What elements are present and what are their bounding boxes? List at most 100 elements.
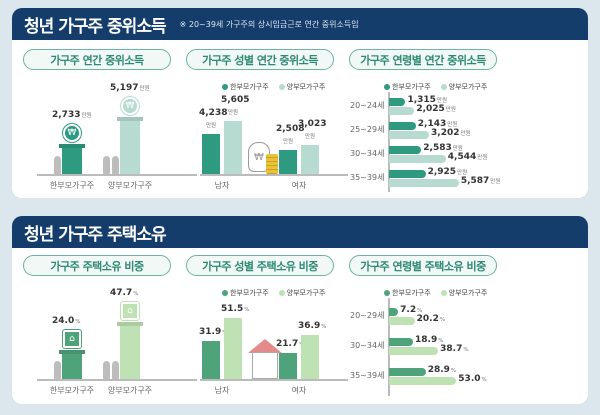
pill-age-income: 가구주 연령별 연간 중위소득: [349, 49, 497, 70]
value-label: 1,315만원: [407, 95, 447, 105]
unit-text: 만원: [452, 146, 463, 152]
value-label: 5,605: [221, 95, 250, 105]
value-text: 21.7: [276, 339, 299, 350]
person-icon: [54, 156, 61, 174]
bar-여자-two-parent: [301, 145, 319, 174]
house-icon: ⌂: [63, 330, 81, 349]
legend-dot-icon: [222, 84, 228, 90]
person-icon: [103, 156, 110, 174]
value-text: 3,202: [431, 128, 460, 138]
coin-stack-icon: [266, 154, 278, 174]
category-label: 한부모가구주: [49, 386, 95, 395]
category-label: 한부모가구주: [49, 181, 95, 190]
value-text: 28.9: [427, 365, 450, 375]
value-label: 2,733만원: [52, 110, 92, 120]
axis-line: [200, 379, 348, 381]
income-panel: 청년 가구주 중위소득 ※ 20~39세 가구주의 상시임금근로 연간 중위소득…: [12, 8, 588, 198]
legend-label: 양부모가구주: [286, 83, 326, 91]
income-header: 청년 가구주 중위소득 ※ 20~39세 가구주의 상시임금근로 연간 중위소득…: [12, 8, 588, 40]
unit-text: %: [439, 317, 446, 323]
value-text: 18.9: [415, 335, 438, 345]
hbar-two-parent: [389, 377, 457, 385]
axis-line: [388, 92, 390, 192]
age-label: 30~34세: [350, 149, 385, 158]
legend-item-single: 한부모가구주: [384, 82, 431, 92]
value-label: 2,025만원: [416, 104, 456, 114]
value-label: 38.7%: [440, 344, 468, 354]
unit-text: %: [438, 338, 444, 344]
unit-label: 만원: [206, 122, 217, 129]
unit-text: %: [481, 377, 487, 383]
hbar-single-parent: [389, 308, 399, 316]
value-label: 3,202만원: [431, 128, 471, 138]
chart-home-ownership: ⌂ 24.0% 한부모가구주 ⌂ 47.7% 양부모가구주 한부모가구주 양부모가구주 31.9…: [12, 216, 588, 404]
legend-label: 한부모가구주: [230, 289, 269, 297]
pill-gender-ownership: 가구주 성별 주택소유 비중: [186, 255, 334, 276]
unit-text: 만원: [139, 86, 150, 92]
hbar-two-parent: [389, 347, 439, 355]
value-text: 36.9: [298, 321, 321, 332]
hbar-single-parent: [389, 368, 426, 376]
bar-남자-single-parent: [202, 133, 220, 174]
unit-text: 만원: [445, 107, 456, 113]
person-icon: [112, 156, 119, 174]
house-icon: ⌂: [121, 301, 139, 320]
legend: 한부모가구주 양부모가구주: [222, 288, 325, 298]
unit-text: 만원: [460, 131, 471, 137]
axis-line: [37, 379, 197, 381]
value-text: 31.9: [199, 327, 222, 338]
unit-text: 만원: [477, 155, 488, 161]
unit-text: 만원: [447, 122, 458, 128]
value-text: 4,238: [199, 107, 228, 118]
hbar-single-parent: [389, 122, 416, 130]
legend-item-single: 한부모가구주: [384, 288, 431, 298]
bar-single-parent: [62, 350, 82, 379]
value-label: 5,587만원: [461, 176, 501, 186]
housing-header: 청년 가구주 주택소유: [12, 216, 588, 248]
axis-line: [37, 174, 197, 176]
unit-text: %: [450, 368, 457, 374]
legend-item-single: 한부모가구주: [222, 82, 269, 92]
legend-dot-icon: [278, 84, 285, 90]
axis-line: [388, 298, 390, 396]
hbar-single-parent: [389, 98, 406, 106]
value-text: 2,508: [276, 124, 305, 135]
person-icon: [103, 361, 110, 379]
value-label: 28.9%: [428, 365, 456, 375]
age-label: 35~39세: [350, 371, 385, 380]
category-label: 남자: [214, 181, 230, 190]
hbar-single-parent: [389, 170, 426, 178]
unit-label: 만원: [305, 134, 316, 141]
legend-dot-icon: [440, 84, 447, 90]
legend-label: 양부모가구주: [448, 289, 488, 297]
value-label: 7.2%: [400, 305, 422, 315]
legend-item-single: 한부모가구주: [222, 288, 269, 298]
bar-여자-single-parent: [279, 353, 297, 379]
bar-two-parent: [120, 117, 140, 174]
value-text: 5,587: [460, 176, 490, 186]
unit-text: 만원: [81, 113, 92, 120]
value-text: 3,023: [298, 119, 327, 130]
hbar-two-parent: [389, 155, 446, 163]
bar-남자-single-parent: [202, 341, 220, 379]
legend-item-two: 양부모가구주: [278, 82, 326, 92]
legend-label: 한부모가구주: [392, 289, 431, 297]
legend-label: 한부모가구주: [392, 83, 431, 91]
section-title: 청년 가구주 중위소득: [24, 16, 167, 37]
chart-annual-income: ₩2,733만원 한부모가구주 ₩5,197만원 양부모가구주 한부모가구주 양부모가구주…: [12, 8, 588, 198]
bar-여자-single-parent: [279, 150, 297, 174]
value-text: 53.0: [458, 374, 481, 384]
value-label: 3,023: [298, 119, 327, 129]
value-label: 18.9%: [415, 335, 443, 345]
value-label: 4,544만원: [448, 152, 488, 162]
value-label: 2,583만원: [423, 143, 463, 153]
legend-label: 양부모가구주: [448, 83, 488, 91]
bar-남자-two-parent: [224, 318, 242, 379]
unit-text: %: [244, 307, 250, 314]
category-label: 남자: [214, 386, 230, 395]
hbar-two-parent: [389, 107, 415, 115]
category-label: 양부모가구주: [107, 386, 153, 395]
value-text: 24.0: [52, 316, 75, 327]
value-text: 51.5: [221, 304, 244, 315]
hbar-single-parent: [389, 146, 422, 154]
